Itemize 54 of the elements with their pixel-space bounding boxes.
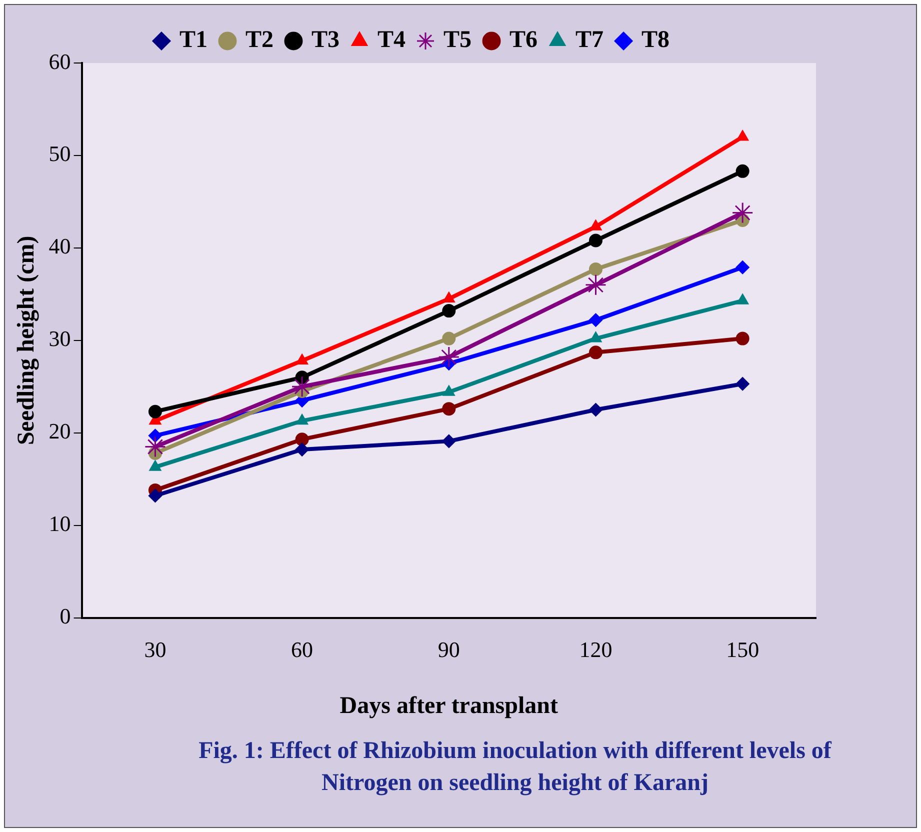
point <box>588 234 602 248</box>
legend-label: T5 <box>444 27 472 54</box>
legend-label: T3 <box>311 27 340 54</box>
point <box>438 346 460 368</box>
point <box>588 262 602 276</box>
point <box>442 332 456 346</box>
y-tick-label: 0 <box>60 604 71 629</box>
point <box>148 488 162 502</box>
x-tick-label: 150 <box>726 636 760 662</box>
legend-label: T2 <box>245 27 274 54</box>
legend-label: T7 <box>576 27 604 54</box>
point <box>148 428 162 442</box>
y-tick-label: 30 <box>48 326 71 352</box>
x-tick-label: 30 <box>144 636 166 662</box>
point <box>442 304 456 318</box>
x-tick-label: 120 <box>579 636 612 662</box>
y-tick-label: 50 <box>48 141 71 166</box>
point <box>584 274 606 296</box>
point <box>148 404 162 418</box>
point <box>149 460 162 471</box>
point <box>295 432 309 446</box>
point <box>295 442 309 456</box>
legend-label: T8 <box>642 27 670 54</box>
x-axis-title: Days after transplant <box>340 692 558 719</box>
point <box>291 376 313 398</box>
y-tick-label: 40 <box>48 234 71 259</box>
point <box>296 354 308 364</box>
point <box>144 436 166 458</box>
point <box>442 385 455 396</box>
point <box>736 332 750 346</box>
point <box>588 313 602 327</box>
x-tick-label: 60 <box>291 636 314 662</box>
point <box>736 164 750 178</box>
point <box>732 202 754 224</box>
y-tick-label: 60 <box>48 48 71 74</box>
point <box>590 332 602 342</box>
point <box>442 402 456 416</box>
legend-label: T6 <box>510 27 538 54</box>
point <box>736 294 749 304</box>
y-tick-label: 10 <box>48 511 71 536</box>
y-tick-label: 20 <box>48 418 71 444</box>
point <box>296 414 308 425</box>
point <box>590 220 602 230</box>
point <box>442 434 456 448</box>
point <box>736 260 750 274</box>
point <box>588 346 602 360</box>
text: Fig. 1: Effect of Rhizobium inoculation with different levels of Nitrogen on seedling height of Karanj <box>198 737 833 798</box>
x-tick-label: 90 <box>438 636 460 662</box>
point <box>588 403 602 416</box>
point <box>736 130 749 141</box>
point <box>736 377 750 391</box>
y-axis-title: Seedling height (cm) <box>14 236 40 446</box>
legend-label: T1 <box>179 27 208 54</box>
legend-label: T4 <box>377 27 406 54</box>
